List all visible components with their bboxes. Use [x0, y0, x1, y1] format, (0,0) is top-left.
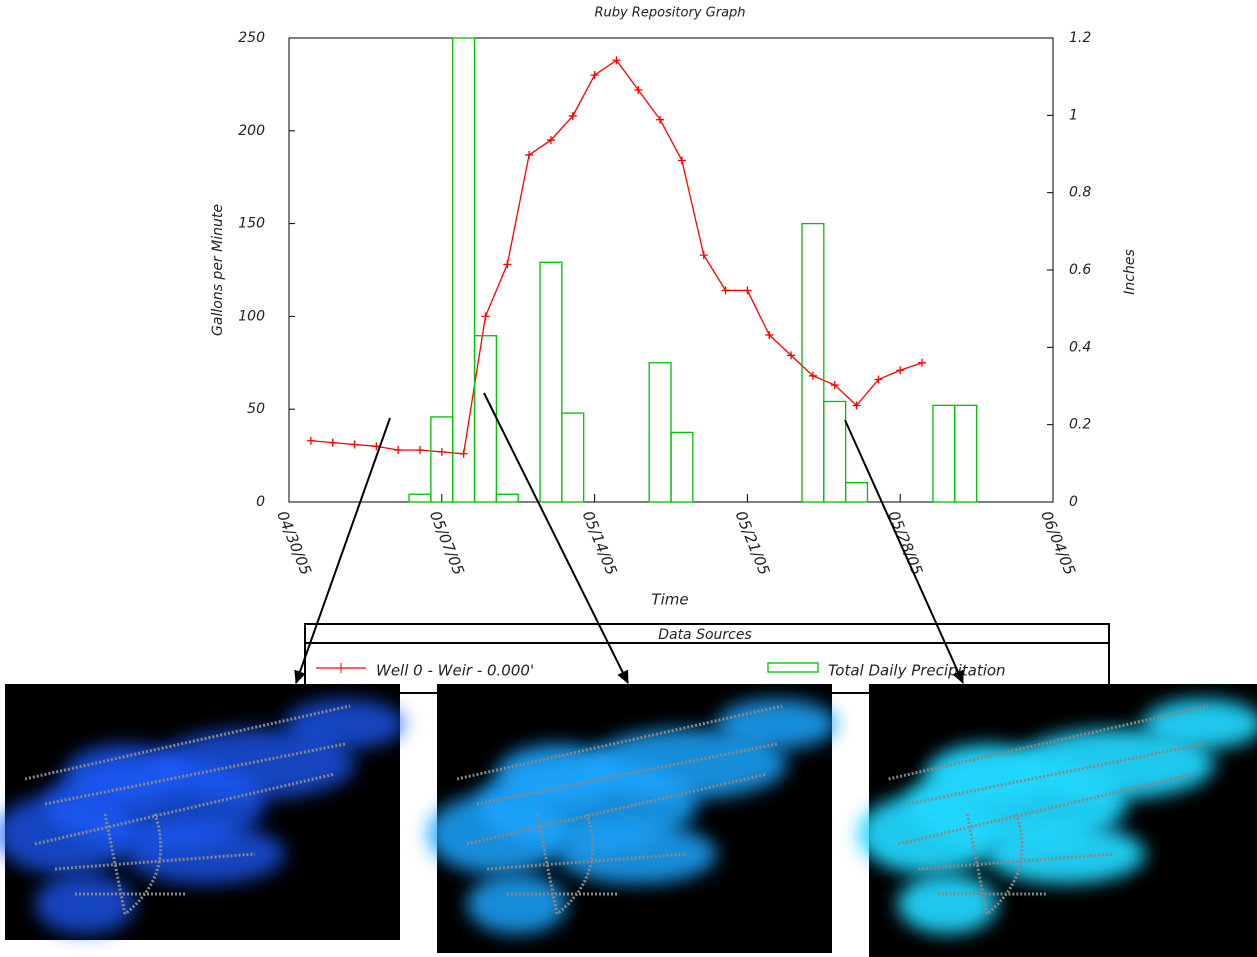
bar: [648, 362, 672, 503]
image-dots: [44, 742, 346, 806]
y2-tick-label: 0: [1069, 494, 1078, 510]
legend-swatch: [767, 662, 819, 673]
x-tick-label: 04/30/05: [273, 508, 315, 577]
image-dots: [476, 742, 778, 806]
y-tick-label: 50: [247, 401, 265, 417]
y2-tick-label: 0.4: [1069, 339, 1091, 355]
image-dots: [965, 813, 989, 915]
legend: Data Sources Well 0 - Weir - 0.000' Total…: [304, 623, 1110, 694]
arrow: [294, 417, 391, 684]
image-blob: [467, 874, 567, 934]
image-blob: [717, 699, 837, 749]
image-dots: [918, 852, 1115, 871]
image-dots: [535, 813, 559, 915]
image-dots: [124, 813, 163, 916]
bar: [801, 222, 825, 503]
legend-label: Total Daily Precipitation: [828, 662, 1006, 680]
bar: [539, 261, 563, 503]
image-blob: [285, 699, 405, 749]
image-blob: [497, 744, 617, 804]
image-blob: [897, 874, 998, 934]
image-dots: [456, 704, 783, 781]
bar: [670, 431, 694, 503]
y2-tick-label: 0.6: [1069, 262, 1091, 278]
legend-title: Data Sources: [658, 627, 752, 643]
image-blob: [985, 824, 1146, 884]
image-blob: [1142, 699, 1257, 749]
image-dots: [466, 772, 768, 846]
bar: [408, 493, 432, 503]
image-dots: [103, 813, 127, 915]
x-tick-label: 05/07/05: [426, 508, 468, 577]
bar: [495, 493, 519, 503]
image-dots: [486, 852, 688, 871]
bar: [932, 404, 956, 503]
y-tick-label: 200: [238, 123, 265, 139]
image-dots: [34, 772, 336, 846]
thumbnail-image: [0, 684, 405, 940]
arrow: [844, 419, 964, 684]
image-dots: [985, 813, 1024, 916]
x-tick-label: 06/04/05: [1037, 508, 1079, 577]
legend-swatch: [336, 663, 346, 673]
bar: [430, 416, 454, 503]
image-dots: [24, 704, 351, 781]
bar: [954, 404, 978, 503]
line: [306, 56, 927, 458]
bar: [452, 37, 476, 503]
arrow: [483, 392, 629, 684]
image-blob: [557, 824, 717, 884]
image-blob: [35, 874, 135, 934]
image-dots: [888, 704, 1209, 781]
image-blob: [65, 744, 185, 804]
image-dots: [556, 813, 595, 916]
thumbnail-image: [857, 684, 1257, 957]
y2-tick-label: 0.8: [1069, 185, 1091, 201]
bar: [561, 412, 585, 503]
x-axis-label: Time: [651, 591, 688, 609]
image-dots: [54, 852, 256, 871]
image-blob: [926, 744, 1047, 804]
legend-label: Well 0 - Weir - 0.000': [376, 662, 534, 680]
x-tick-label: 05/28/05: [884, 508, 926, 577]
y-tick-label: 0: [256, 494, 265, 510]
image-blob: [125, 824, 285, 884]
y2-axis-label: Inches: [1122, 249, 1138, 294]
y2-tick-label: 1.2: [1069, 30, 1091, 46]
bar: [823, 400, 847, 503]
plot-area: 0 50 100 150 200 250 0 0.2 0.4 0.6 0.8 1 1.2 04/30/05…: [238, 30, 1091, 578]
thumbnail-image: [427, 684, 837, 953]
y2-tick-label: 0.2: [1069, 417, 1091, 433]
image-dots: [898, 772, 1194, 846]
x-tick-label: 05/14/05: [579, 508, 621, 577]
y-tick-label: 100: [238, 308, 265, 324]
x-tick-label: 05/21/05: [732, 508, 774, 577]
y-axis-label: Gallons per Minute: [210, 204, 226, 336]
y-tick-label: 250: [238, 30, 265, 46]
image-blob: [1014, 729, 1215, 799]
y-tick-label: 150: [238, 216, 265, 232]
image-dots: [908, 742, 1204, 806]
chart-title: Ruby Repository Graph: [594, 6, 745, 21]
y2-tick-label: 1: [1069, 107, 1078, 123]
bar: [844, 482, 869, 503]
